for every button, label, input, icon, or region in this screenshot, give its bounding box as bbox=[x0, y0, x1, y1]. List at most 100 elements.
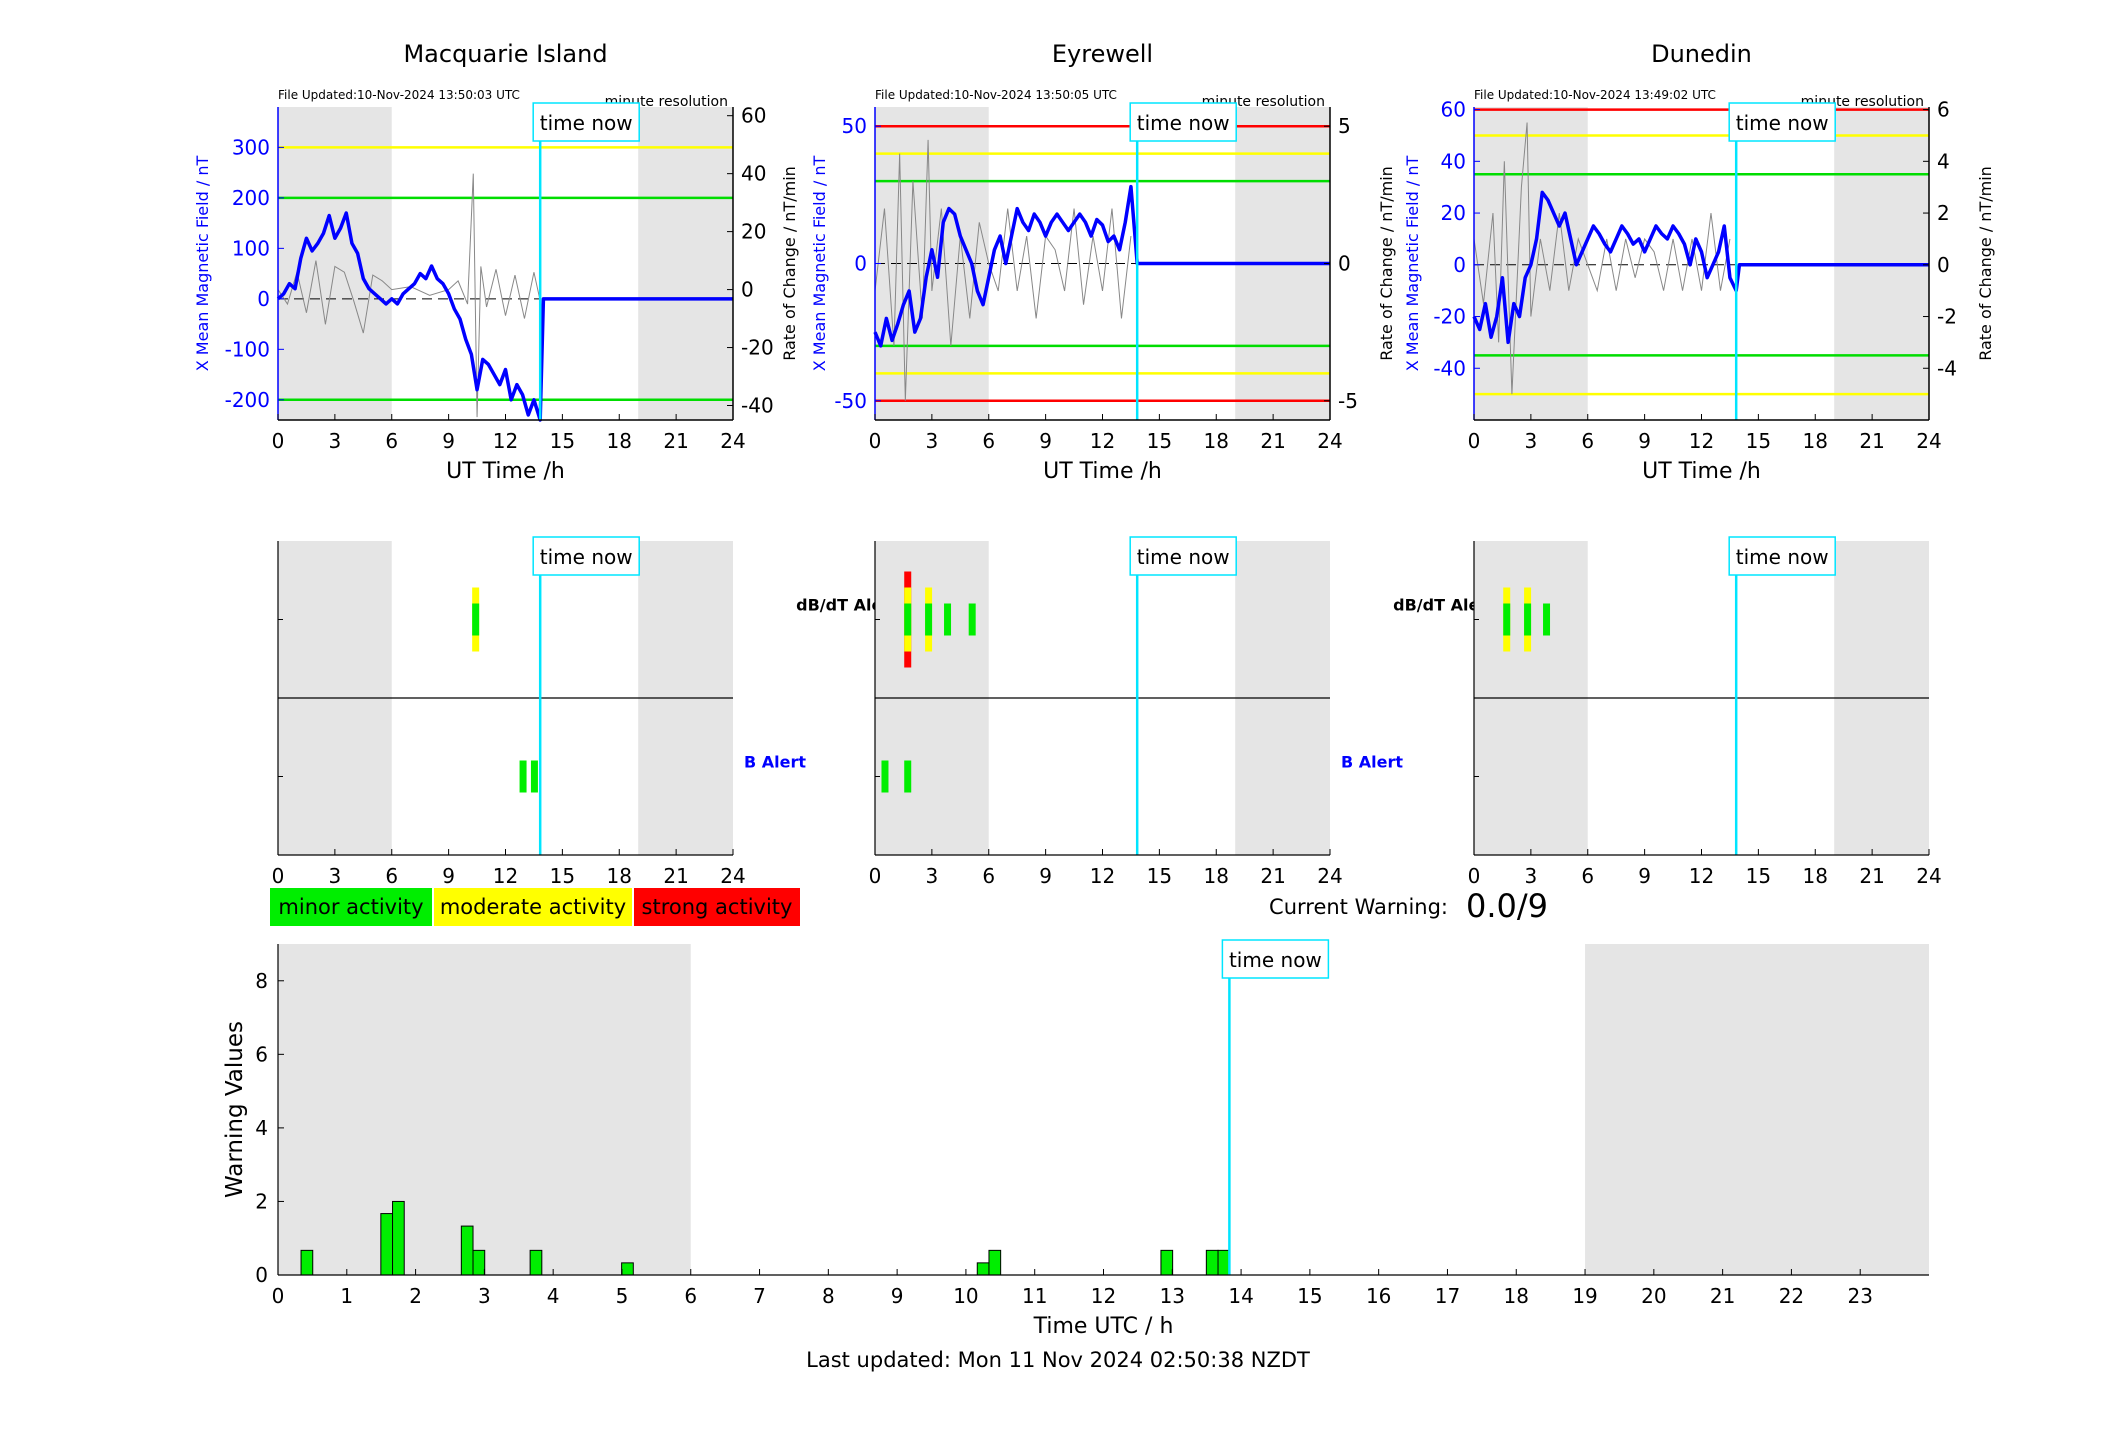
macquarie-rate-series bbox=[277, 173, 541, 418]
macquarie-y-left-label: X Mean Magnetic Field / nT bbox=[193, 156, 212, 372]
dunedin-yl-tick-label: 60 bbox=[1441, 98, 1466, 122]
macquarie-yl-tick-label: 200 bbox=[232, 186, 270, 210]
eyrewell-file-updated: File Updated:10-Nov-2024 13:50:05 UTC bbox=[875, 88, 1117, 102]
dunedin-file-updated: File Updated:10-Nov-2024 13:49:02 UTC bbox=[1474, 88, 1716, 102]
dunedin-yr-tick-label: -2 bbox=[1937, 305, 1957, 329]
warning-x-tick-label: 0 bbox=[272, 1284, 285, 1308]
alert-1-time-now-label: time now bbox=[1137, 545, 1230, 569]
macquarie-yl-tick-label: 0 bbox=[257, 287, 270, 311]
warning-bar bbox=[460, 1225, 474, 1276]
warning-x-tick-label: 18 bbox=[1504, 1284, 1529, 1308]
dunedin-x-tick-label: 24 bbox=[1916, 429, 1941, 453]
warning-x-tick-label: 20 bbox=[1641, 1284, 1666, 1308]
alert-1-b-marker-minor bbox=[904, 760, 912, 793]
alert-0-time-now-box bbox=[532, 536, 640, 576]
alert-1-dbdt-alert-label: dB/dT Alert bbox=[1393, 596, 1495, 615]
dunedin-y-left-label: X Mean Magnetic Field / nT bbox=[1403, 156, 1422, 372]
dunedin-x-tick-label: 18 bbox=[1803, 429, 1828, 453]
macquarie-file-updated: File Updated:10-Nov-2024 13:50:03 UTC bbox=[278, 88, 520, 102]
macquarie-x-tick-label: 21 bbox=[663, 429, 688, 453]
dunedin-yl-tick-label: 40 bbox=[1441, 149, 1466, 173]
eyrewell-x-tick-label: 15 bbox=[1147, 429, 1172, 453]
dunedin-yr-tick-label: 4 bbox=[1937, 149, 1950, 173]
macquarie-x-label: UT Time /h bbox=[446, 459, 565, 484]
macquarie-field-series bbox=[276, 211, 733, 422]
warning-x-tick-label: 14 bbox=[1228, 1284, 1253, 1308]
alert-0-x-tick-label: 12 bbox=[493, 864, 518, 888]
warning-x-tick-label: 23 bbox=[1847, 1284, 1872, 1308]
warning-time-now-box bbox=[1221, 939, 1330, 979]
eyrewell-x-tick-label: 6 bbox=[982, 429, 995, 453]
eyrewell-field-plot: Eyrewell File Updated:10-Nov-2024 13:50:0… bbox=[810, 40, 1396, 484]
dunedin-yr-tick-label: 6 bbox=[1937, 98, 1950, 122]
macquarie-x-tick-label: 24 bbox=[720, 429, 745, 453]
alert-0-dbdt-alert-label: dB/dT Alert bbox=[796, 596, 898, 615]
eyrewell-alert-plot: time now 0 3 6 9 12 15 18 21 24 dB/dT Alert B Alert bbox=[869, 536, 1495, 888]
alert-1-dbdt-marker-minor bbox=[944, 603, 952, 636]
dunedin-time-now-label: time now bbox=[1736, 111, 1829, 135]
dunedin-yr-tick-label: -4 bbox=[1937, 356, 1957, 380]
alert-0-b-alert-label: B Alert bbox=[744, 753, 806, 772]
warning-bar bbox=[472, 1249, 486, 1276]
warning-bar bbox=[621, 1262, 634, 1276]
eyrewell-yl-tick-label: 0 bbox=[854, 252, 867, 276]
dunedin-x-tick-label: 0 bbox=[1468, 429, 1481, 453]
macquarie-time-now-box bbox=[532, 102, 640, 142]
alert-0-x-tick-label: 18 bbox=[607, 864, 632, 888]
warning-x-tick-label: 11 bbox=[1022, 1284, 1047, 1308]
macquarie-field-plot: Macquarie Island File Updated:10-Nov-2024… bbox=[193, 40, 799, 484]
eyrewell-x-tick-label: 0 bbox=[869, 429, 882, 453]
alert-2-dbdt-marker-minor bbox=[1543, 603, 1551, 636]
alert-0-dbdt-marker-minor bbox=[472, 603, 480, 636]
legend-strong-label: strong activity bbox=[642, 895, 793, 919]
warning-x-tick-label: 13 bbox=[1160, 1284, 1185, 1308]
alert-2-time-now-label: time now bbox=[1736, 545, 1829, 569]
eyrewell-time-now-box bbox=[1129, 102, 1237, 142]
warning-x-tick-label: 19 bbox=[1572, 1284, 1597, 1308]
macquarie-time-now-label: time now bbox=[540, 111, 633, 135]
alert-0-time-now-label: time now bbox=[540, 545, 633, 569]
macquarie-yr-tick-label: 20 bbox=[741, 220, 766, 244]
dunedin-time-now-box bbox=[1728, 102, 1836, 142]
eyrewell-yl-tick-label: 50 bbox=[842, 114, 867, 138]
warning-night-shade bbox=[278, 944, 691, 1275]
warning-night-shade bbox=[1585, 944, 1929, 1275]
dunedin-field-plot: Dunedin File Updated:10-Nov-2024 13:49:02… bbox=[1403, 40, 1995, 484]
activity-legend: minor activity moderate activity strong … bbox=[270, 888, 800, 926]
eyrewell-x-tick-label: 21 bbox=[1260, 429, 1285, 453]
last-updated-footer: Last updated: Mon 11 Nov 2024 02:50:38 N… bbox=[806, 1348, 1310, 1372]
alert-1-x-tick-label: 6 bbox=[982, 864, 995, 888]
warning-x-tick-label: 21 bbox=[1710, 1284, 1735, 1308]
macquarie-x-tick-label: 6 bbox=[385, 429, 398, 453]
alert-2-x-tick-label: 12 bbox=[1689, 864, 1714, 888]
dunedin-yl-tick-label: 0 bbox=[1453, 253, 1466, 277]
dunedin-x-tick-label: 12 bbox=[1689, 429, 1714, 453]
warning-x-tick-label: 4 bbox=[547, 1284, 560, 1308]
macquarie-yr-tick-label: -20 bbox=[741, 336, 774, 360]
macquarie-x-tick-label: 3 bbox=[329, 429, 342, 453]
macquarie-yl-tick-label: 100 bbox=[232, 236, 270, 260]
warning-x-tick-label: 6 bbox=[684, 1284, 697, 1308]
eyrewell-yl-tick-label: -50 bbox=[834, 389, 867, 413]
dunedin-title: Dunedin bbox=[1651, 40, 1752, 68]
warning-bar bbox=[1160, 1249, 1174, 1276]
macquarie-y-right-label: Rate of Change / nT/min bbox=[780, 166, 799, 361]
dunedin-x-label: UT Time /h bbox=[1642, 459, 1761, 484]
alert-0-x-tick-label: 15 bbox=[550, 864, 575, 888]
dunedin-x-tick-label: 9 bbox=[1638, 429, 1651, 453]
legend-minor-label: minor activity bbox=[278, 895, 423, 919]
dunedin-x-tick-label: 21 bbox=[1859, 429, 1884, 453]
warning-x-tick-label: 5 bbox=[616, 1284, 629, 1308]
warning-y-tick-label: 0 bbox=[255, 1263, 268, 1287]
alert-2-x-tick-label: 21 bbox=[1859, 864, 1884, 888]
macquarie-night-shade bbox=[638, 107, 733, 420]
current-warning-value: 0.0/9 bbox=[1466, 887, 1548, 925]
dunedin-yl-tick-label: -40 bbox=[1433, 356, 1466, 380]
dunedin-field-series bbox=[1472, 190, 1929, 345]
alert-2-x-tick-label: 9 bbox=[1638, 864, 1651, 888]
alert-0-b-marker-minor bbox=[530, 760, 538, 793]
warning-bar bbox=[300, 1249, 314, 1276]
macquarie-alert-plot: time now 0 3 6 9 12 15 18 21 24 dB/dT Alert B Alert bbox=[272, 536, 898, 888]
warning-x-tick-label: 10 bbox=[953, 1284, 978, 1308]
